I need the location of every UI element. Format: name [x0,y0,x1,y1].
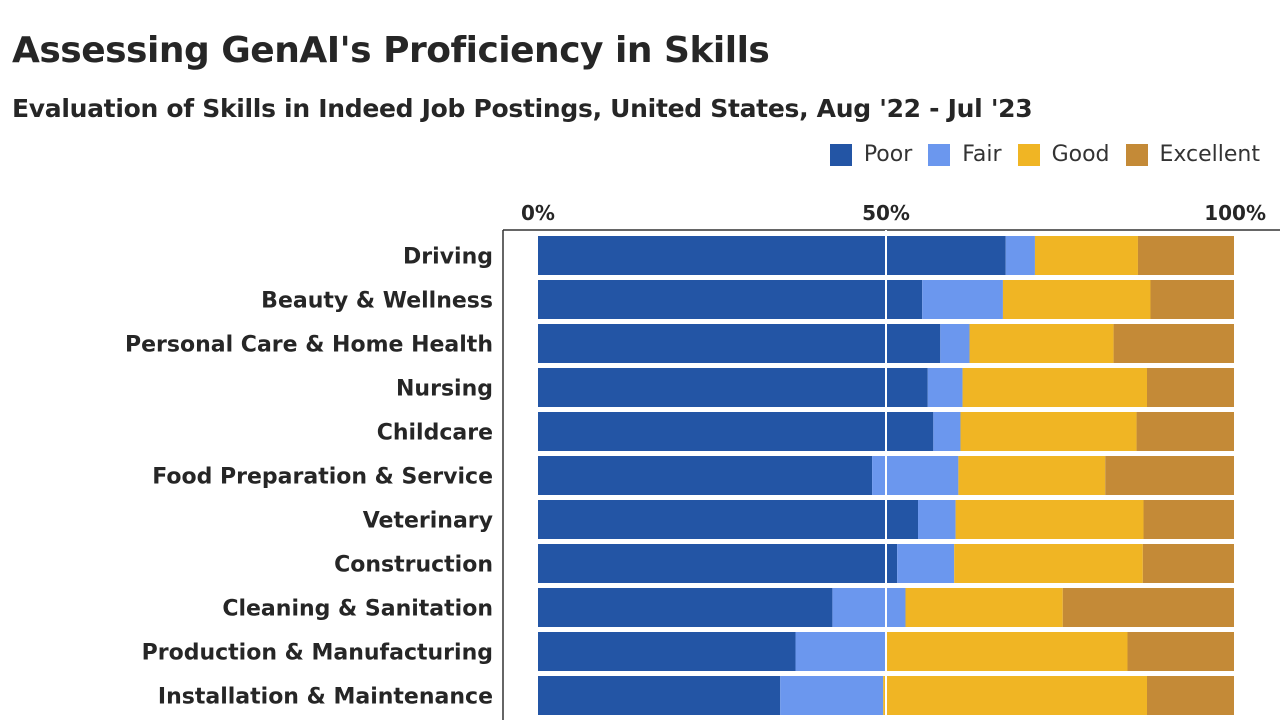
legend-swatch-fair [928,143,951,166]
category-label-food-preparation-and-service: Food Preparation & Service [152,465,493,490]
chart-legend: Poor Fair Good Excellent [814,142,1260,167]
legend-swatch-good [1017,143,1040,166]
legend-swatch-excellent [1125,143,1148,166]
bar-beauty-and-wellness-fair [922,280,1003,319]
bar-nursing-poor [538,368,928,407]
bar-installation-and-maintenance-poor [538,676,781,715]
bar-driving-fair [1005,236,1035,275]
legend-swatch-poor [829,143,852,166]
bar-cleaning-and-sanitation-poor [538,588,833,627]
bar-veterinary-good [955,500,1144,539]
legend-label-fair: Fair [962,142,1002,167]
category-label-childcare: Childcare [377,421,493,446]
bar-nursing-excellent [1147,368,1234,407]
bar-installation-and-maintenance-good [883,676,1147,715]
chart-title: Assessing GenAI's Proficiency in Skills [12,30,770,71]
bar-construction-fair [897,544,955,583]
bar-veterinary-poor [538,500,919,539]
bar-nursing-good [962,368,1147,407]
legend-item-good: Good [1017,142,1110,167]
bar-cleaning-and-sanitation-fair [832,588,906,627]
bar-production-and-manufacturing-fair [795,632,886,671]
bar-construction-poor [538,544,898,583]
bar-beauty-and-wellness-good [1002,280,1151,319]
bar-personal-care-and-home-health-poor [538,324,941,363]
category-label-cleaning-and-sanitation: Cleaning & Sanitation [222,597,493,622]
bar-personal-care-and-home-health-fair [940,324,970,363]
bar-production-and-manufacturing-good [885,632,1128,671]
legend-label-excellent: Excellent [1159,142,1261,167]
bar-food-preparation-and-service-excellent [1105,456,1234,495]
bar-food-preparation-and-service-poor [538,456,873,495]
legend-item-excellent: Excellent [1125,142,1261,167]
category-label-personal-care-and-home-health: Personal Care & Home Health [125,333,493,358]
bar-nursing-fair [927,368,963,407]
category-label-beauty-and-wellness: Beauty & Wellness [261,289,493,314]
bar-personal-care-and-home-health-good [969,324,1114,363]
bar-production-and-manufacturing-excellent [1127,632,1234,671]
bar-beauty-and-wellness-poor [538,280,923,319]
bar-installation-and-maintenance-excellent [1147,676,1234,715]
bar-driving-excellent [1137,236,1234,275]
x-tick-label-0: 0% [521,201,555,225]
bar-cleaning-and-sanitation-good [905,588,1063,627]
category-label-installation-and-maintenance: Installation & Maintenance [158,685,493,710]
bar-personal-care-and-home-health-excellent [1113,324,1234,363]
x-tick-label-50: 50% [862,201,910,225]
legend-label-poor: Poor [863,142,913,167]
bar-childcare-good [960,412,1137,451]
bar-childcare-poor [538,412,934,451]
bar-construction-excellent [1142,544,1234,583]
bar-food-preparation-and-service-good [958,456,1106,495]
bar-production-and-manufacturing-poor [538,632,796,671]
bar-driving-good [1034,236,1138,275]
legend-item-poor: Poor [829,142,913,167]
category-label-construction: Construction [334,553,493,578]
bar-driving-poor [538,236,1006,275]
bar-construction-good [954,544,1143,583]
legend-label-good: Good [1051,142,1110,167]
legend-item-fair: Fair [928,142,1002,167]
bar-veterinary-fair [918,500,956,539]
bar-childcare-fair [933,412,961,451]
x-tick-label-100: 100% [1204,201,1266,225]
bar-cleaning-and-sanitation-excellent [1062,588,1234,627]
bar-veterinary-excellent [1143,500,1234,539]
chart-subtitle: Evaluation of Skills in Indeed Job Posti… [12,94,1033,123]
category-label-production-and-manufacturing: Production & Manufacturing [142,641,493,666]
category-label-veterinary: Veterinary [363,509,493,534]
bar-installation-and-maintenance-fair [780,676,884,715]
bar-beauty-and-wellness-excellent [1150,280,1234,319]
bar-childcare-excellent [1136,412,1234,451]
category-label-nursing: Nursing [396,377,493,402]
category-label-driving: Driving [403,245,493,270]
